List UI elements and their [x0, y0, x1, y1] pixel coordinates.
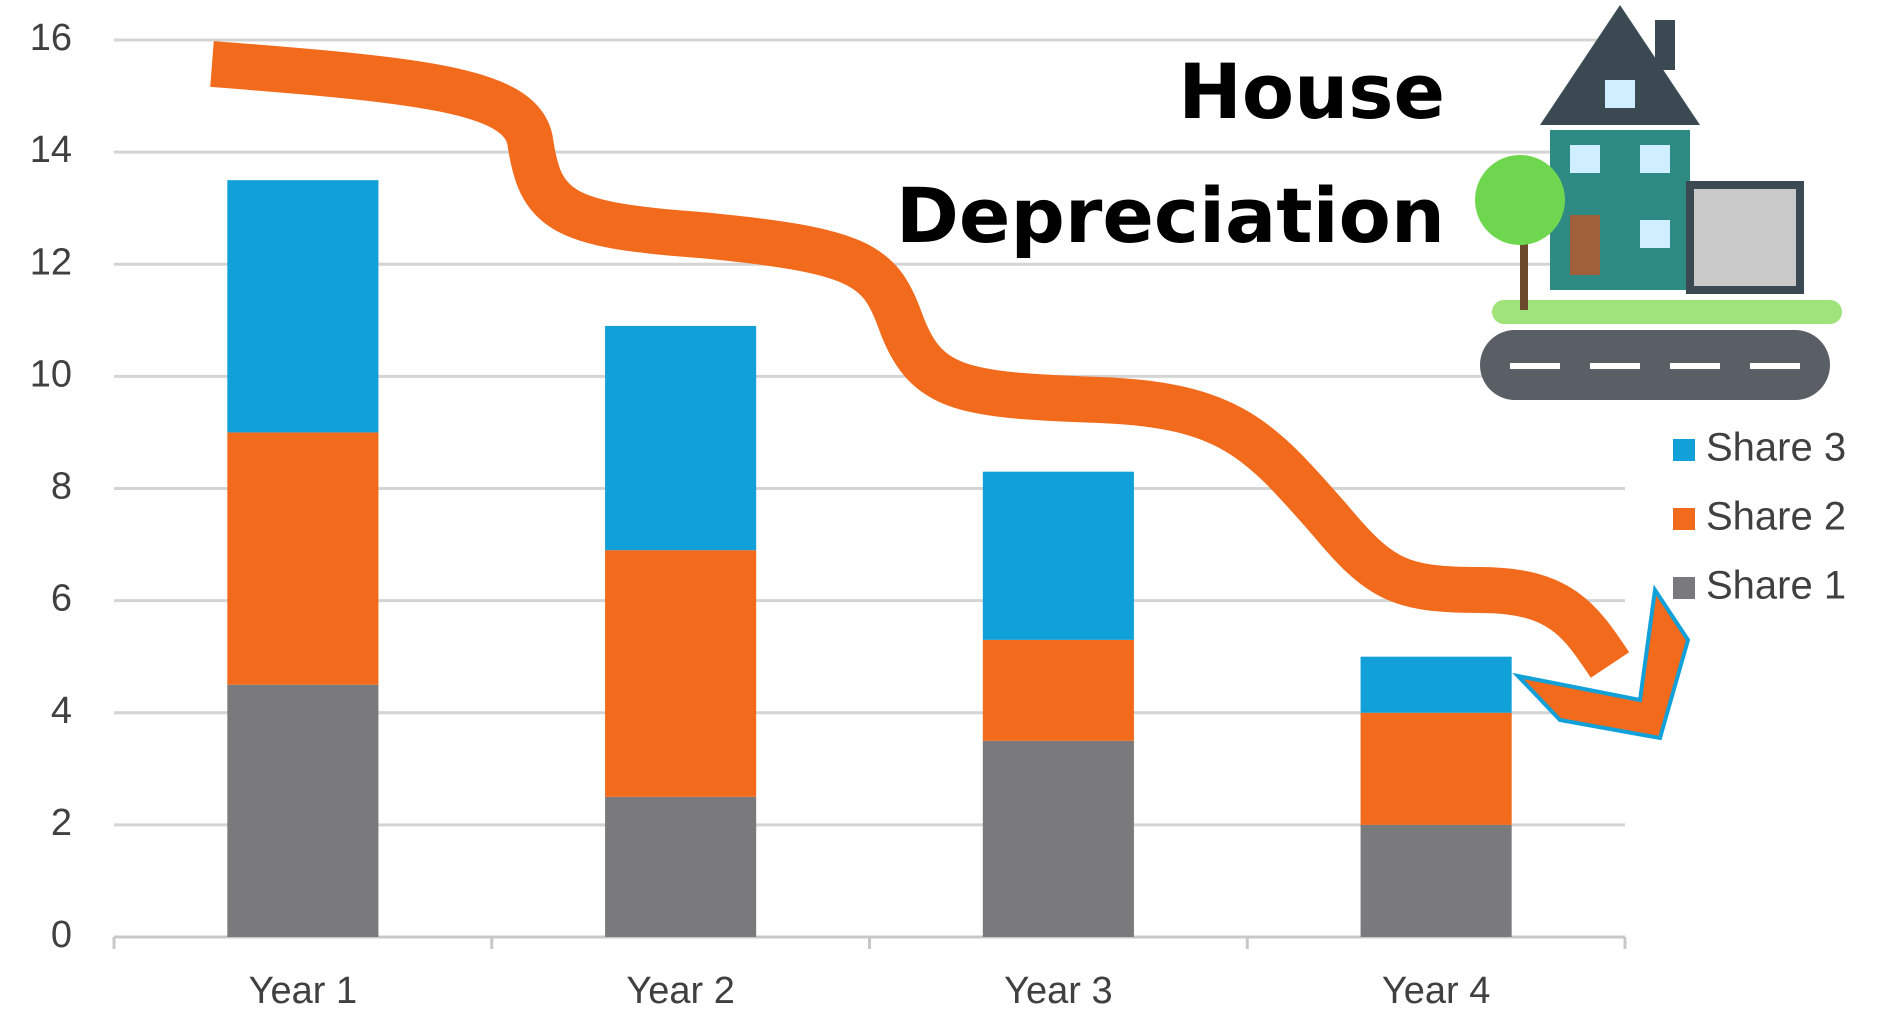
- bar-segment: [605, 796, 757, 937]
- legend-label: Share 3: [1706, 426, 1846, 470]
- y-tick-label: 6: [51, 578, 72, 620]
- legend-swatch: [1673, 508, 1695, 530]
- chart-title: House Depreciation: [895, 47, 1445, 260]
- bar-segment: [1360, 712, 1512, 825]
- bar-segment: [227, 684, 379, 937]
- arrow-decoration: [210, 41, 1691, 741]
- bar-segment: [1360, 656, 1512, 713]
- y-tick-label: 4: [51, 690, 72, 732]
- bar-segment: [605, 550, 757, 797]
- bar-segment: [605, 325, 757, 551]
- tree-trunk: [1520, 230, 1528, 310]
- x-tick-label: Year 4: [1382, 970, 1490, 1012]
- roof: [1540, 5, 1700, 125]
- y-tick-label: 16: [30, 17, 72, 59]
- y-tick-label: 8: [51, 466, 72, 508]
- tree: [1475, 155, 1565, 245]
- legend-label: Share 1: [1706, 564, 1846, 608]
- bar-segment: [982, 639, 1134, 741]
- legend-swatch: [1673, 439, 1695, 461]
- bar-segment: [227, 432, 379, 685]
- legend-label: Share 2: [1706, 495, 1846, 539]
- bar-segment: [227, 180, 379, 433]
- x-tick-label: Year 2: [626, 970, 734, 1012]
- arrow-body: [210, 41, 1630, 678]
- house-illustration: [1475, 5, 1842, 400]
- legend-swatch: [1673, 577, 1695, 599]
- legend: Share 1 Share 2 Share 3: [1673, 426, 1846, 608]
- road: [1480, 330, 1830, 400]
- garage: [1686, 181, 1804, 294]
- lawn: [1492, 300, 1842, 324]
- y-tick-label: 14: [30, 129, 72, 171]
- bar-segment: [982, 471, 1134, 640]
- bar-segment: [982, 740, 1134, 937]
- y-tick-label: 12: [30, 241, 72, 283]
- y-tick-label: 2: [51, 802, 72, 844]
- bars: Year 1 Year 2 Year 3 Year 4: [227, 180, 1512, 1012]
- x-tick-label: Year 3: [1004, 970, 1112, 1012]
- door: [1570, 215, 1600, 275]
- bar-segment: [1360, 824, 1512, 937]
- x-tick-label: Year 1: [249, 970, 357, 1012]
- windows: [1570, 80, 1670, 248]
- y-tick-label: 10: [30, 353, 72, 395]
- chimney: [1655, 20, 1675, 70]
- y-tick-label: 0: [51, 914, 72, 956]
- arrow-head: [1512, 584, 1691, 741]
